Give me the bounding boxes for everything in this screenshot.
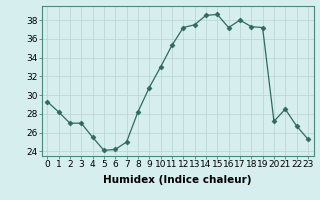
X-axis label: Humidex (Indice chaleur): Humidex (Indice chaleur) [103,175,252,185]
